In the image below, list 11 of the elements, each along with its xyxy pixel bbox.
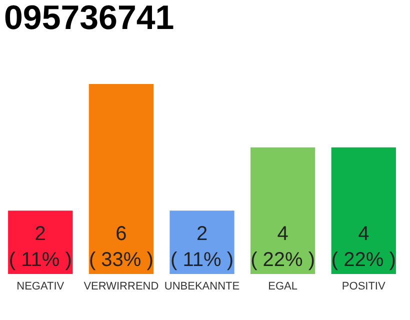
- x-tick-label: UNBEKANNTE: [164, 280, 240, 292]
- chart-title: 095736741: [4, 0, 174, 37]
- data-label: 6 ( 33% ): [88, 223, 154, 271]
- x-tick-label: POSITIV: [342, 280, 386, 292]
- x-tick-label: VERWIRREND: [84, 280, 159, 292]
- data-label: 2 ( 11% ): [8, 223, 72, 271]
- data-label: 2 ( 11% ): [170, 223, 234, 271]
- x-tick-label: NEGATIV: [16, 280, 65, 292]
- data-label: 4 ( 22% ): [250, 223, 316, 271]
- x-tick-label: EGAL: [268, 280, 298, 292]
- data-label: 4 ( 22% ): [331, 223, 396, 271]
